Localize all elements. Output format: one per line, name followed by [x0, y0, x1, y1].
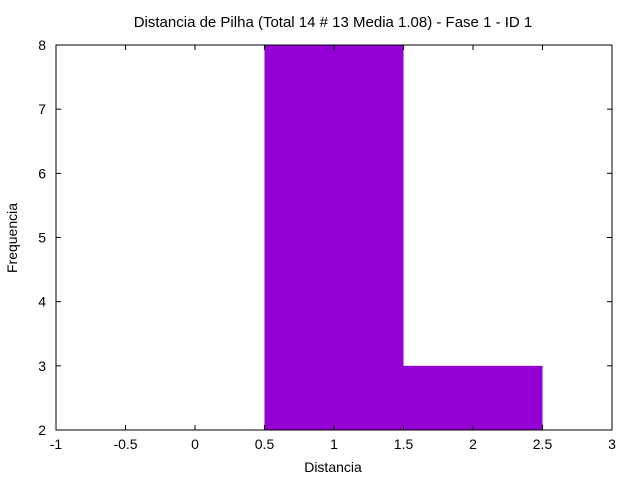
- y-tick-label: 8: [38, 37, 46, 53]
- x-tick-label: 0: [191, 436, 199, 452]
- y-tick-label: 7: [38, 101, 46, 117]
- y-tick-label: 5: [38, 230, 46, 246]
- x-tick-label: -1: [50, 436, 63, 452]
- bar-1: [264, 45, 404, 430]
- y-tick-label: 4: [38, 294, 46, 310]
- bar-2: [403, 365, 543, 430]
- x-tick-label: 0.5: [255, 436, 275, 452]
- ticks-layer: -1 -0.5 0 0.5 1 1.5 2 2.5 3 2 3 4 5 6 7 8: [38, 37, 616, 452]
- x-tick-label: 1: [330, 436, 338, 452]
- y-tick-label: 6: [38, 165, 46, 181]
- y-tick-label: 3: [38, 358, 46, 374]
- x-tick-label: -0.5: [113, 436, 137, 452]
- x-tick-label: 1.5: [394, 436, 414, 452]
- y-tick-label: 2: [38, 422, 46, 438]
- x-tick-label: 2.5: [533, 436, 553, 452]
- x-tick-label: 3: [608, 436, 616, 452]
- x-tick-label: 2: [469, 436, 477, 452]
- chart-title: Distancia de Pilha (Total 14 # 13 Media …: [134, 14, 533, 31]
- y-axis-label: Frequencia: [4, 203, 20, 273]
- bars-layer: [264, 45, 543, 430]
- x-axis-label: Distancia: [304, 459, 362, 475]
